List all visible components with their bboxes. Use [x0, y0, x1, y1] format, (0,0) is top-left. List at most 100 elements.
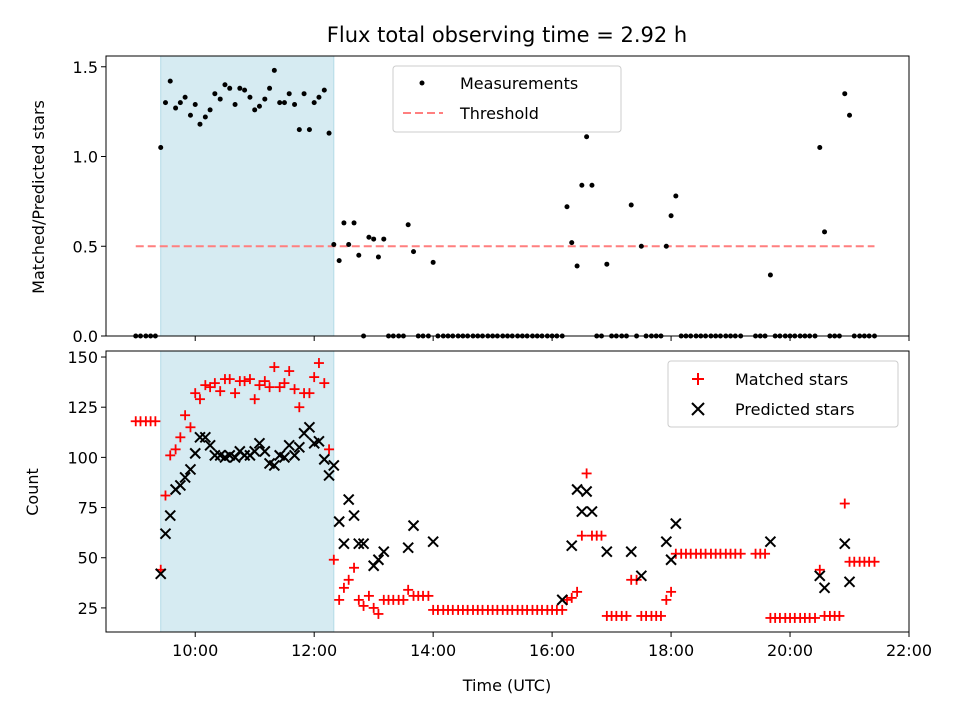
- matched-star-point: [224, 374, 235, 385]
- matched-star-point: [239, 376, 250, 387]
- measurement-point: [822, 229, 828, 235]
- matched-star-point: [735, 548, 746, 559]
- ratio-legend-box: [392, 65, 622, 133]
- measurement-point: [336, 258, 342, 264]
- measurement-point: [589, 182, 595, 188]
- matched-star-point: [175, 432, 186, 443]
- measurement-point: [628, 202, 634, 208]
- measurement-point: [202, 114, 208, 120]
- predicted-star-point: [372, 554, 385, 566]
- predicted-star-point: [378, 546, 390, 558]
- matched-star-point: [309, 372, 320, 383]
- measurement-point: [306, 127, 312, 133]
- matched-star-point: [576, 530, 587, 541]
- matched-star-point: [363, 590, 374, 601]
- measurement-point: [162, 100, 168, 106]
- count-panel: 25 50 75 100 125 150 10:00 12:00 14:00 16:00 18:0…: [23, 348, 932, 695]
- measurement-point: [673, 193, 679, 199]
- ratio-y-axis-label: Matched/Predicted stars: [29, 100, 48, 294]
- measurement-point: [281, 100, 287, 106]
- predicted-star-point: [818, 582, 831, 594]
- measurement-point: [237, 85, 243, 91]
- y-tick-label: 150: [67, 348, 98, 367]
- matched-star-point: [839, 498, 850, 509]
- count-legend-box: [667, 360, 899, 428]
- matched-star-point: [760, 548, 771, 559]
- y-tick-label: 125: [67, 398, 98, 417]
- predicted-star-point: [283, 439, 295, 452]
- measurement-point: [346, 241, 352, 247]
- matched-star-points: [130, 358, 880, 623]
- predicted-star-point: [333, 515, 345, 528]
- matched-star-point: [150, 416, 161, 427]
- measurement-point: [351, 220, 357, 226]
- matched-star-point: [621, 610, 632, 621]
- predicted-star-point: [164, 509, 176, 522]
- measurement-point: [411, 249, 417, 255]
- predicted-star-point: [259, 445, 271, 458]
- measurement-point: [366, 234, 372, 240]
- matched-star-point: [259, 376, 270, 387]
- y-tick-label: 25: [78, 599, 98, 618]
- predicted-star-point: [670, 517, 682, 530]
- legend-matched-marker: [692, 373, 704, 385]
- predicted-star-point: [407, 519, 420, 532]
- observing-window-shade: [160, 55, 335, 337]
- measurement-point: [569, 240, 575, 246]
- matched-star-point: [304, 388, 315, 399]
- matched-star-point: [572, 586, 583, 597]
- measurement-point: [167, 78, 173, 84]
- matched-star-point: [294, 402, 305, 413]
- matched-star-point: [284, 366, 295, 377]
- measurement-point: [405, 222, 411, 228]
- matched-star-point: [596, 530, 607, 541]
- y-tick-label: 0.5: [73, 237, 98, 256]
- y-tick-label: 1.0: [73, 148, 98, 167]
- matched-star-point: [209, 378, 220, 389]
- predicted-star-point: [323, 469, 335, 482]
- ratio-y-ticks: 0.0 0.5 1.0 1.5: [73, 58, 106, 346]
- measurement-point: [564, 204, 570, 210]
- ratio-x-ticks: [194, 336, 910, 341]
- matched-star-point: [289, 384, 300, 395]
- matched-star-point: [230, 388, 241, 399]
- predicted-star-point: [253, 437, 266, 450]
- matched-star-point: [349, 562, 360, 573]
- measurement-point: [842, 91, 848, 97]
- count-y-ticks: 25 50 75 100 125 150: [67, 348, 106, 618]
- matched-star-point: [190, 388, 201, 399]
- matched-star-point: [185, 422, 196, 433]
- matched-star-point: [264, 382, 275, 393]
- predicted-star-point: [293, 441, 306, 454]
- x-tick-label: 10:00: [172, 641, 218, 660]
- predicted-star-point: [353, 537, 365, 550]
- predicted-star-point: [427, 535, 439, 548]
- matched-star-point: [254, 380, 265, 391]
- predicted-star-point: [179, 471, 191, 484]
- measurement-point: [267, 85, 273, 91]
- y-tick-label: 100: [67, 448, 98, 467]
- predicted-star-point: [189, 447, 201, 460]
- measurement-point: [356, 252, 362, 258]
- predicted-star-point: [839, 537, 851, 550]
- predicted-star-point: [665, 554, 677, 566]
- measurement-point: [341, 220, 347, 226]
- x-axis-label: Time (UTC): [462, 676, 551, 695]
- x-tick-label: 22:00: [886, 641, 932, 660]
- predicted-star-point: [159, 527, 172, 540]
- ratio-axes-frame: [105, 55, 910, 337]
- legend-threshold-label: Threshold: [459, 104, 539, 123]
- count-y-axis-label: Count: [23, 468, 42, 516]
- measurement-point: [668, 213, 674, 219]
- measurement-point: [371, 236, 377, 242]
- matched-star-point: [160, 490, 171, 501]
- matched-star-point: [338, 582, 349, 593]
- matched-star-point: [661, 594, 672, 605]
- legend-predicted-marker: [691, 402, 705, 416]
- measurement-point: [574, 263, 580, 269]
- predicted-star-point: [288, 449, 301, 462]
- matched-star-point: [313, 358, 324, 369]
- predicted-star-point: [268, 459, 281, 472]
- chart-title: Flux total observing time = 2.92 h: [327, 23, 687, 47]
